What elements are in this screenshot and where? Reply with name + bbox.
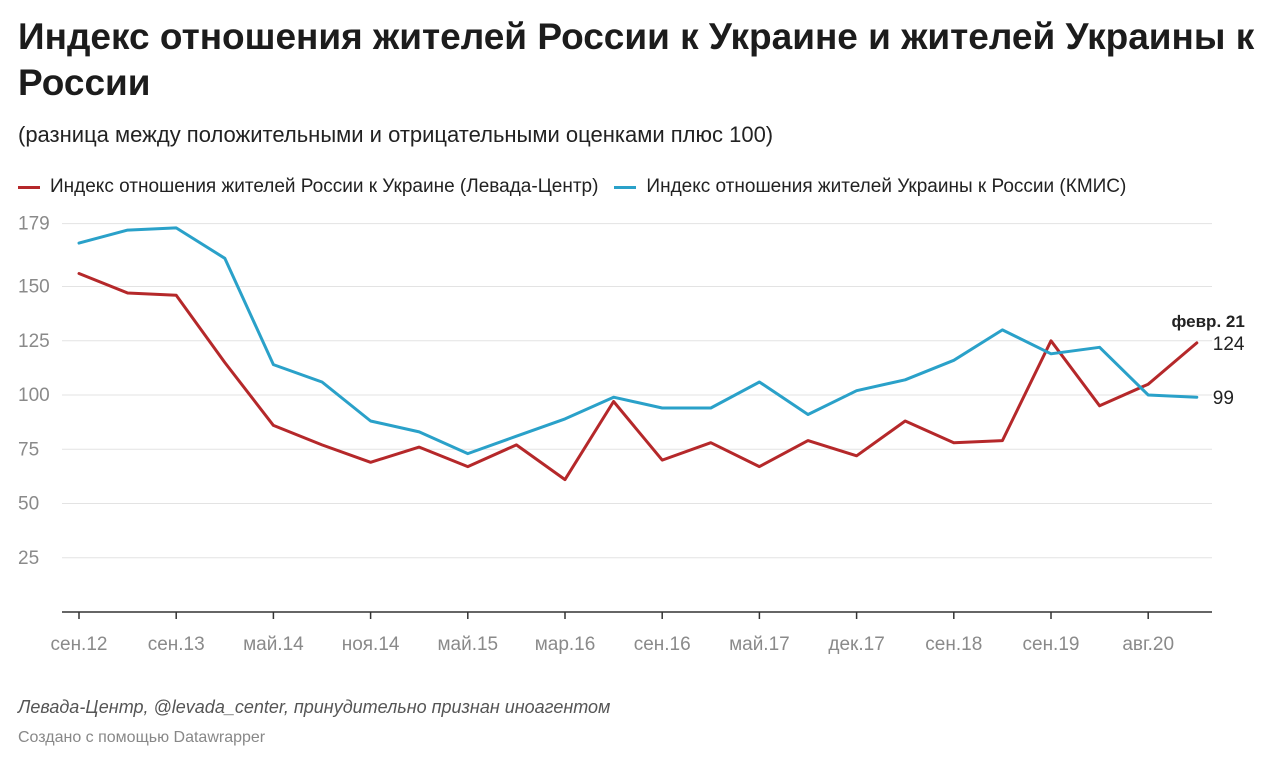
y-tick-label-179: 179 <box>18 214 50 235</box>
line-chart: 25 50 75 100 125 150 179 сен.12 сен.13 май.14 ноя… <box>18 214 1245 655</box>
series-line-1 <box>77 226 1199 456</box>
x-tick-label-22: авг.20 <box>1122 634 1174 655</box>
y-axis-labels: 25 50 75 100 125 150 179 <box>18 214 50 569</box>
chart-title: Индекс отношения жителей России к Украин… <box>18 16 1255 103</box>
y-tick-label-75: 75 <box>18 439 39 460</box>
chart-subtitle: (разница между положительными и отрицате… <box>18 122 774 147</box>
legend-item-ukraine: Индекс отношения жителей Украины к Росси… <box>614 176 1126 198</box>
y-tick-label-25: 25 <box>18 548 39 569</box>
x-tick-label-12: сен.16 <box>634 634 691 655</box>
legend-item-russia: Индекс отношения жителей России к Украин… <box>18 176 598 198</box>
x-tick-label-18: сен.18 <box>925 634 982 655</box>
x-tick-label-10: мар.16 <box>535 634 596 655</box>
y-tick-label-150: 150 <box>18 277 50 298</box>
x-tick-label-4: май.14 <box>243 634 304 655</box>
legend-label-russia: Индекс отношения жителей России к Украин… <box>50 176 599 197</box>
end-value-label-0: 124 <box>1213 334 1245 355</box>
series-lines <box>77 226 1199 482</box>
source-note: Левада-Центр, @levada_center, принудител… <box>18 697 611 717</box>
end-labels: 124 99 февр. 21 <box>1172 312 1245 409</box>
x-tick-label-2: сен.13 <box>148 634 205 655</box>
x-tick-label-6: ноя.14 <box>342 634 400 655</box>
x-tick-label-8: май.15 <box>437 634 498 655</box>
legend-swatch-ukraine <box>614 185 637 189</box>
x-tick-label-16: дек.17 <box>828 634 884 655</box>
x-axis <box>62 611 1212 619</box>
x-axis-labels: сен.12 сен.13 май.14 ноя.14 май.15 мар.16 сен.… <box>51 634 1175 655</box>
x-tick-label-0: сен.12 <box>51 634 108 655</box>
annotation-label: февр. 21 <box>1172 312 1245 331</box>
legend-label-ukraine: Индекс отношения жителей Украины к Росси… <box>646 176 1127 197</box>
legend-swatch-russia <box>18 185 40 189</box>
x-tick-label-20: сен.19 <box>1023 634 1080 655</box>
x-tick-label-14: май.17 <box>729 634 790 655</box>
y-tick-label-125: 125 <box>18 331 50 352</box>
legend: Индекс отношения жителей России к Украин… <box>18 176 1142 198</box>
y-tick-label-50: 50 <box>18 494 39 515</box>
grid <box>62 223 1212 559</box>
series-line-0 <box>77 272 1199 482</box>
credit-note: Создано с помощью Datawrapper <box>18 729 266 746</box>
y-tick-label-100: 100 <box>18 385 50 406</box>
end-value-label-1: 99 <box>1213 388 1234 409</box>
